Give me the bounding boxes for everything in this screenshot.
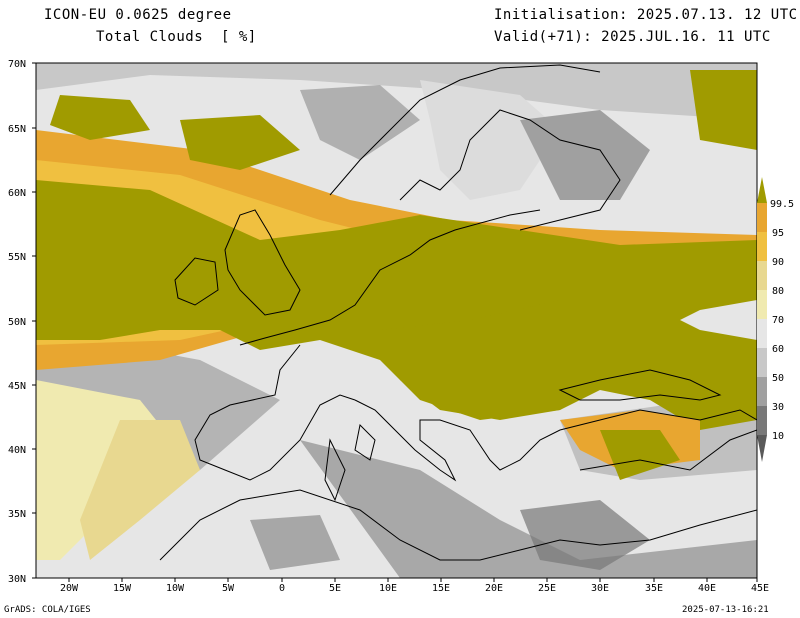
lon-label: 25E <box>538 583 556 594</box>
lon-label: 5W <box>222 583 235 594</box>
lon-label: 10E <box>379 583 397 594</box>
lat-label: 45N <box>8 381 26 392</box>
latitude-axis: 70N 65N 60N 55N 50N 45N 40N 35N 30N <box>8 59 26 585</box>
legend-swatch <box>757 203 767 232</box>
lon-label: 20E <box>485 583 503 594</box>
initialisation-time: Initialisation: 2025.07.13. 12 UTC <box>494 7 798 23</box>
lat-label: 30N <box>8 574 26 585</box>
lon-label: 15W <box>113 583 132 594</box>
variable-title: Total Clouds [ %] <box>96 29 257 45</box>
legend-label: 70 <box>772 315 784 326</box>
lon-label: 30E <box>591 583 609 594</box>
legend-label: 30 <box>772 402 784 413</box>
lat-label: 40N <box>8 445 26 456</box>
software-credit: GrADS: COLA/IGES <box>4 605 91 615</box>
legend-label: 95 <box>772 228 784 239</box>
legend-swatch <box>757 290 767 319</box>
lon-label: 10W <box>166 583 185 594</box>
legend-label: 80 <box>772 286 784 297</box>
lat-label: 35N <box>8 509 26 520</box>
lon-label: 15E <box>432 583 450 594</box>
color-legend: 99.5 95 90 80 70 60 50 30 10 <box>757 177 794 462</box>
lon-label: 45E <box>751 583 769 594</box>
lat-label: 65N <box>8 124 26 135</box>
lon-label: 35E <box>645 583 663 594</box>
lat-label: 60N <box>8 188 26 199</box>
cloud-field <box>36 63 757 578</box>
legend-swatch <box>757 261 767 290</box>
longitude-axis: 20W 15W 10W 5W 0 5E 10E 15E 20E 25E 30E … <box>60 583 769 594</box>
legend-label: 10 <box>772 431 784 442</box>
model-title: ICON-EU 0.0625 degree <box>44 7 232 23</box>
lon-label: 40E <box>698 583 716 594</box>
lon-label: 20W <box>60 583 79 594</box>
legend-swatch <box>757 348 767 377</box>
legend-swatch <box>757 319 767 348</box>
lat-label: 55N <box>8 252 26 263</box>
lon-label: 0 <box>279 583 285 594</box>
legend-swatch <box>757 377 767 406</box>
legend-label: 99.5 <box>770 199 794 210</box>
lat-label: 50N <box>8 317 26 328</box>
legend-label: 60 <box>772 344 784 355</box>
legend-swatch <box>757 406 767 435</box>
legend-top-arrow <box>757 177 767 203</box>
legend-bottom-arrow <box>757 435 767 462</box>
legend-swatch <box>757 232 767 261</box>
lat-label: 70N <box>8 59 26 70</box>
valid-time: Valid(+71): 2025.JUL.16. 11 UTC <box>494 29 771 45</box>
lon-label: 5E <box>329 583 341 594</box>
render-timestamp: 2025-07-13-16:21 <box>682 605 769 615</box>
legend-label: 90 <box>772 257 784 268</box>
legend-label: 50 <box>772 373 784 384</box>
